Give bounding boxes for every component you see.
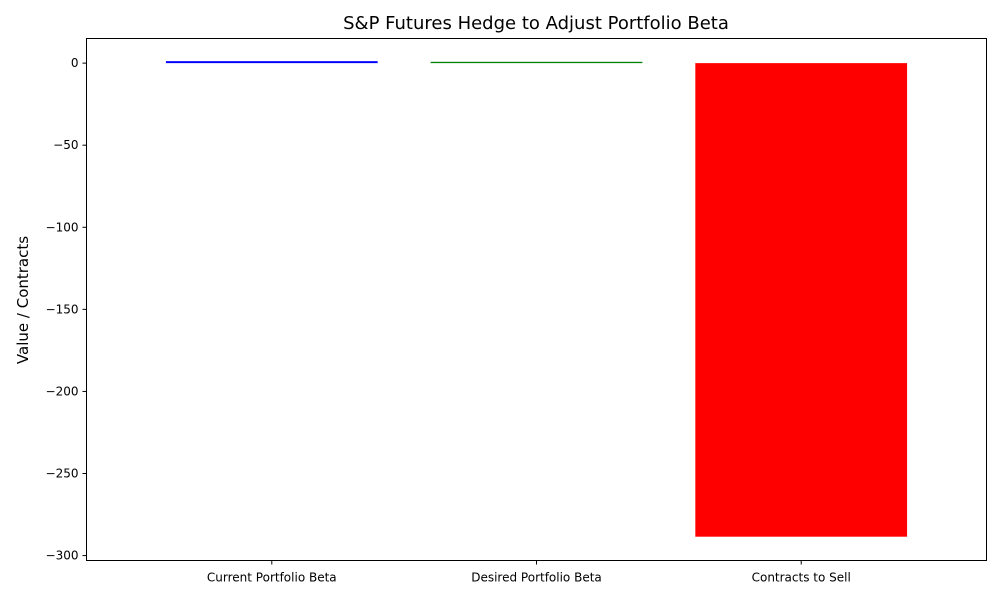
x-tick-label: Contracts to Sell [752, 571, 851, 585]
y-axis-label: Value / Contracts [14, 236, 32, 364]
plot-frame [86, 38, 987, 561]
x-tick-label: Current Portfolio Beta [207, 571, 337, 585]
y-tick-label: −50 [53, 138, 78, 152]
bars-group [165, 61, 908, 537]
y-tick-label: −150 [46, 302, 79, 316]
x-ticks-group: Current Portfolio Beta Desired Portfolio … [207, 560, 851, 585]
y-tick-label: −300 [46, 549, 79, 563]
x-tick-label: Desired Portfolio Beta [471, 571, 602, 585]
y-tick-label: 0 [71, 56, 79, 70]
bar-1 [165, 61, 378, 64]
y-tick-label: −200 [46, 384, 79, 398]
y-tick-label: −100 [46, 220, 79, 234]
bar-2 [430, 61, 643, 64]
chart-title: S&P Futures Hedge to Adjust Portfolio Be… [343, 13, 729, 34]
y-tick-label: −250 [46, 467, 79, 481]
y-ticks-group: 0 −50 −100 −150 −200 −250 −300 [46, 56, 87, 563]
bar-3 [695, 63, 908, 537]
